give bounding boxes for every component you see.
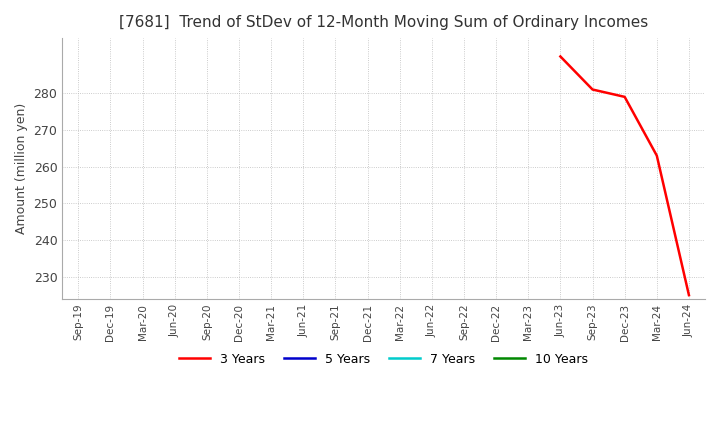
Title: [7681]  Trend of StDev of 12-Month Moving Sum of Ordinary Incomes: [7681] Trend of StDev of 12-Month Moving… <box>119 15 648 30</box>
Y-axis label: Amount (million yen): Amount (million yen) <box>15 103 28 234</box>
Legend: 3 Years, 5 Years, 7 Years, 10 Years: 3 Years, 5 Years, 7 Years, 10 Years <box>174 348 593 371</box>
